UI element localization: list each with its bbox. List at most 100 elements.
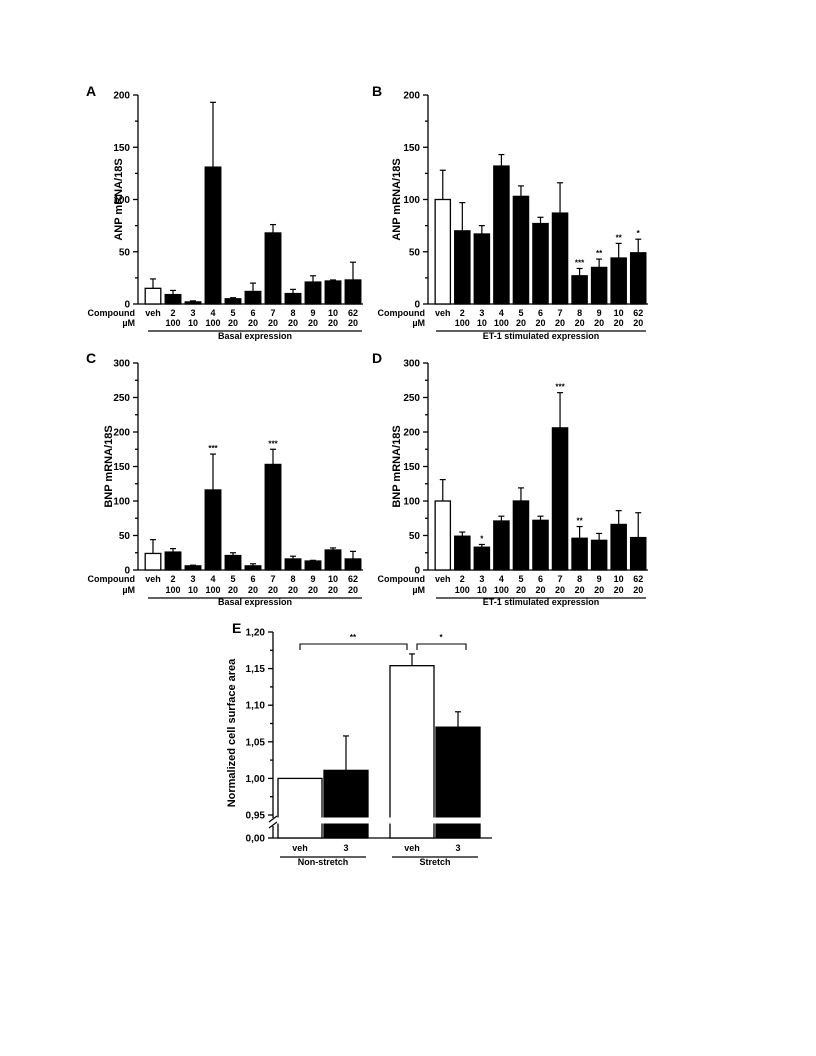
y-tick-label: 150 xyxy=(403,143,420,154)
bar xyxy=(571,537,588,571)
dose-label: 10 xyxy=(188,585,198,595)
bar xyxy=(434,198,452,305)
bar xyxy=(164,293,182,305)
bar xyxy=(304,560,322,571)
bar xyxy=(629,536,647,571)
panel-e: E 0,00 0,95 1,00 1,05 1,10 1,15 1,20 Normalized … xyxy=(226,620,492,867)
y-tick-label: 150 xyxy=(403,462,420,473)
y-tick-label: 0 xyxy=(124,300,130,311)
compound-label: 10 xyxy=(328,574,338,584)
compound-label: 9 xyxy=(597,574,602,584)
dose-label: 20 xyxy=(268,318,278,328)
dose-label: 100 xyxy=(455,585,470,595)
significance-marker: * xyxy=(480,534,484,543)
bar xyxy=(473,546,491,571)
compound-label: 9 xyxy=(597,308,602,318)
bar-break-gap xyxy=(389,817,435,824)
compound-label: 5 xyxy=(518,574,523,584)
significance-marker: ** xyxy=(350,633,357,642)
significance-bracket xyxy=(416,643,467,650)
compound-label: 2 xyxy=(170,308,175,318)
compound-label: 8 xyxy=(290,574,295,584)
y-tick-label: 0,95 xyxy=(246,811,266,822)
dose-label: 20 xyxy=(268,585,278,595)
panel-label: A xyxy=(86,83,96,99)
compound-label: veh xyxy=(145,308,161,318)
panel-label: D xyxy=(372,350,382,366)
y-tick-label: 50 xyxy=(409,531,421,542)
bar xyxy=(244,290,262,305)
compound-label: 9 xyxy=(310,308,315,318)
y-tick-label: 200 xyxy=(113,91,130,102)
bar xyxy=(590,539,608,571)
y-tick-label: 0 xyxy=(124,566,130,577)
bar xyxy=(493,520,510,571)
bar xyxy=(389,665,435,839)
y-axis-label: BNP mRNA/18S xyxy=(391,425,403,507)
dose-label: 20 xyxy=(535,585,545,595)
compound-label: 7 xyxy=(270,574,275,584)
bar xyxy=(610,523,627,571)
y-tick-label: 50 xyxy=(119,247,131,258)
compound-label: 62 xyxy=(633,308,643,318)
compound-label: 3 xyxy=(190,574,195,584)
compound-label: 6 xyxy=(538,308,543,318)
compound-label: 5 xyxy=(230,574,235,584)
bar xyxy=(324,549,342,571)
bar xyxy=(512,500,530,571)
dose-label: 10 xyxy=(477,318,487,328)
compound-label: 4 xyxy=(210,308,215,318)
compound-label: 5 xyxy=(518,308,523,318)
bar xyxy=(551,427,569,571)
dose-label: 100 xyxy=(165,585,180,595)
y-tick-label: 250 xyxy=(113,393,130,404)
dose-label: 10 xyxy=(188,318,198,328)
row-label-compound: Compound xyxy=(88,308,136,318)
compound-label: 7 xyxy=(558,308,563,318)
y-tick-label: 50 xyxy=(409,247,421,258)
bar-break-gap xyxy=(435,817,481,824)
bar xyxy=(571,275,588,305)
significance-marker: *** xyxy=(268,439,278,448)
compound-label: 4 xyxy=(499,308,504,318)
dose-label: 20 xyxy=(555,585,565,595)
y-tick-label: 100 xyxy=(113,497,130,508)
compound-label: 2 xyxy=(460,308,465,318)
dose-label: 20 xyxy=(328,585,338,595)
bar xyxy=(324,280,342,305)
compound-label: 10 xyxy=(614,308,624,318)
dose-label: 20 xyxy=(328,318,338,328)
dose-label: 20 xyxy=(633,585,643,595)
y-tick-label: 100 xyxy=(403,195,420,206)
dose-label: 20 xyxy=(594,585,604,595)
y-tick-label: 200 xyxy=(113,428,130,439)
category-label: veh xyxy=(404,843,420,853)
y-tick-label: 100 xyxy=(113,195,130,206)
significance-marker: * xyxy=(439,633,443,642)
dose-label: 20 xyxy=(594,318,604,328)
dose-label: 20 xyxy=(575,585,585,595)
y-tick-label: 300 xyxy=(113,359,130,370)
dose-label: 20 xyxy=(308,318,318,328)
bar xyxy=(284,558,302,571)
compound-label: 6 xyxy=(538,574,543,584)
compound-label: 62 xyxy=(348,574,358,584)
dose-label: 20 xyxy=(348,585,358,595)
compound-label: 5 xyxy=(230,308,235,318)
bar xyxy=(304,281,322,305)
row-label-dose: µM xyxy=(412,318,425,328)
y-axis-label: ANP mRNA/18S xyxy=(113,158,125,240)
compound-label: veh xyxy=(435,308,451,318)
panel-label: C xyxy=(86,350,96,366)
significance-bracket xyxy=(299,643,408,650)
dose-label: 100 xyxy=(205,318,220,328)
bar xyxy=(434,500,452,571)
dose-label: 20 xyxy=(228,585,238,595)
dose-label: 20 xyxy=(288,585,298,595)
bar xyxy=(323,769,369,839)
compound-label: 2 xyxy=(170,574,175,584)
dose-label: 20 xyxy=(555,318,565,328)
bar xyxy=(454,230,471,305)
compound-label: 62 xyxy=(633,574,643,584)
